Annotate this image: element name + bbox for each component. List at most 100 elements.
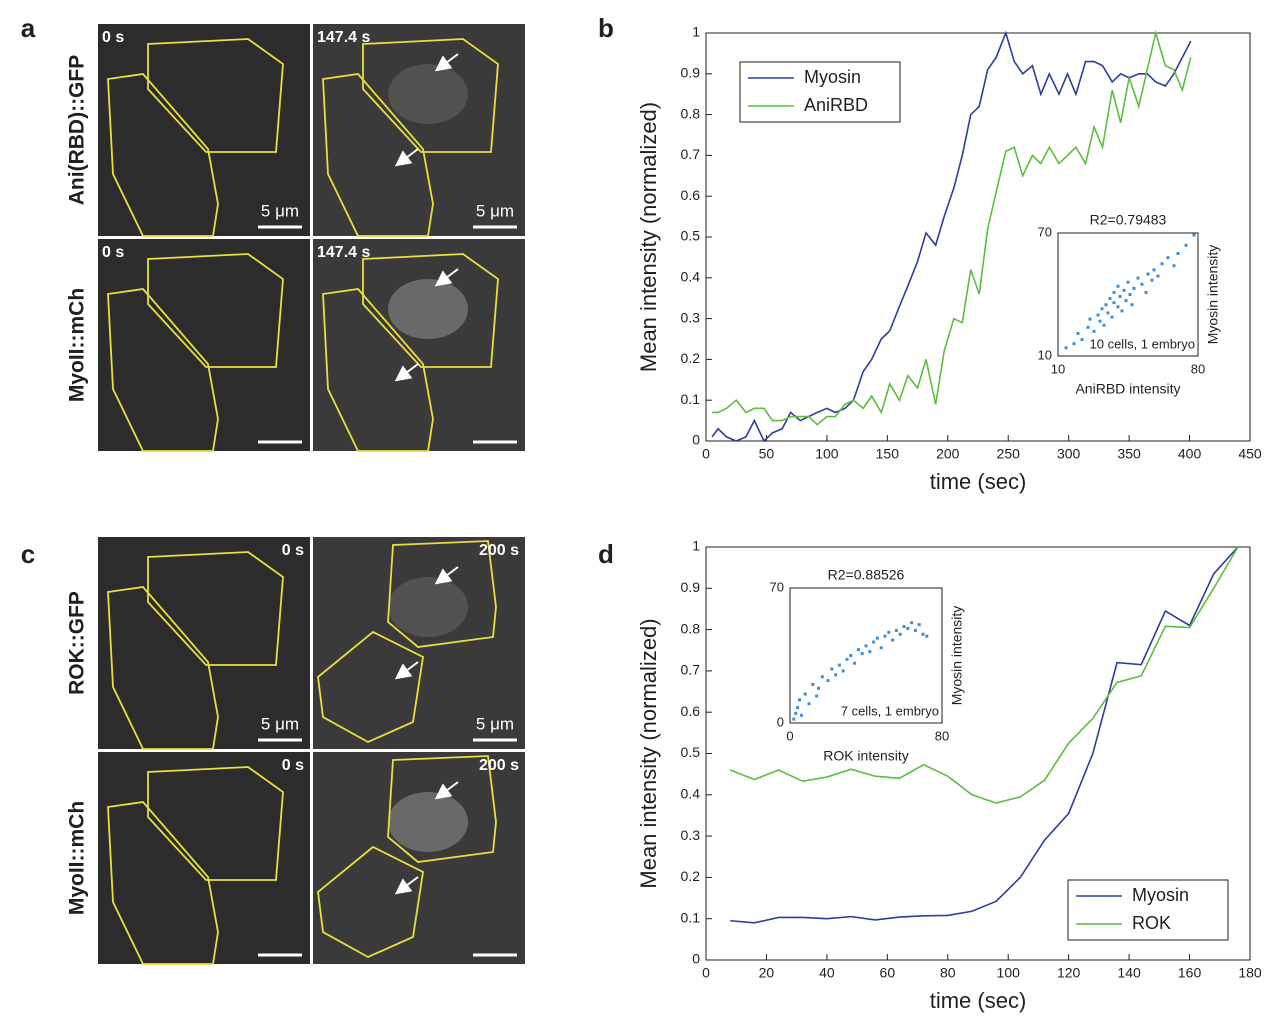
point bbox=[1112, 290, 1116, 294]
x-tick-label: 140 bbox=[1117, 965, 1141, 981]
cell-outline bbox=[147, 38, 284, 153]
x-tick-label: 350 bbox=[1117, 446, 1141, 462]
micrograph bbox=[98, 537, 310, 749]
point bbox=[1144, 290, 1148, 294]
cell-outline bbox=[107, 288, 219, 452]
y-tick-label: 0.3 bbox=[681, 309, 701, 325]
cell-outline bbox=[107, 801, 219, 965]
inset-title: R2=0.79483 bbox=[1090, 212, 1167, 228]
point bbox=[1136, 276, 1140, 280]
point bbox=[1156, 274, 1160, 278]
point bbox=[1108, 297, 1112, 301]
micrograph bbox=[313, 752, 525, 964]
inset-title: R2=0.88526 bbox=[828, 567, 905, 583]
point bbox=[1130, 303, 1134, 307]
point bbox=[807, 702, 811, 706]
arrow bbox=[394, 661, 419, 680]
x-tick-label: 20 bbox=[759, 965, 775, 981]
plot-frame bbox=[789, 587, 943, 724]
point bbox=[1072, 342, 1076, 346]
x-tick-label: 10 bbox=[1051, 361, 1065, 376]
scale-label: 5 μm bbox=[476, 714, 514, 733]
point bbox=[1086, 325, 1090, 329]
cell-outline bbox=[107, 73, 219, 237]
point bbox=[798, 698, 801, 702]
point bbox=[1122, 288, 1126, 292]
cell-outline bbox=[147, 766, 284, 881]
cell-outline bbox=[362, 38, 499, 153]
point bbox=[1132, 286, 1136, 290]
x-tick-label: 100 bbox=[997, 965, 1021, 981]
x-axis-label: AniRBD intensity bbox=[1075, 381, 1180, 397]
y-tick-label: 0.9 bbox=[681, 579, 701, 595]
point bbox=[1102, 323, 1106, 327]
point bbox=[1088, 317, 1092, 321]
point bbox=[1110, 315, 1114, 319]
annotation: 10 cells, 1 embryo bbox=[1090, 336, 1196, 351]
arrow bbox=[434, 781, 459, 800]
point bbox=[891, 638, 895, 642]
point bbox=[1128, 293, 1132, 296]
x-tick-label: 120 bbox=[1057, 965, 1081, 981]
cell-outline bbox=[362, 253, 499, 368]
row-label: Ani(RBD)::GFP bbox=[66, 55, 89, 205]
point bbox=[902, 625, 906, 629]
point bbox=[841, 669, 845, 673]
arrow bbox=[434, 566, 459, 585]
x-tick-label: 80 bbox=[1191, 361, 1205, 376]
signal bbox=[388, 64, 468, 124]
y-axis-label: Myosin intensity bbox=[1205, 245, 1221, 345]
y-tick-label: 0.1 bbox=[681, 391, 701, 407]
time-label: 147.4 s bbox=[317, 29, 370, 46]
cell-outline bbox=[147, 551, 284, 666]
cell-outline bbox=[387, 755, 497, 863]
point bbox=[1176, 252, 1180, 255]
x-tick-label: 400 bbox=[1178, 446, 1202, 462]
point bbox=[1098, 319, 1102, 323]
point bbox=[820, 675, 824, 679]
point bbox=[1076, 331, 1080, 335]
point bbox=[868, 650, 872, 654]
panel-label: a bbox=[21, 13, 36, 43]
arrow bbox=[394, 876, 419, 895]
legend-label: Myosin bbox=[1132, 885, 1189, 905]
y-tick-label: 0.3 bbox=[681, 827, 701, 843]
arrow bbox=[394, 148, 419, 167]
point bbox=[1100, 307, 1104, 311]
point bbox=[906, 627, 910, 630]
point bbox=[1106, 311, 1110, 315]
cell-outlines bbox=[107, 551, 284, 750]
point bbox=[879, 646, 883, 650]
signal bbox=[388, 577, 468, 637]
cell-outlines bbox=[107, 38, 284, 237]
point bbox=[834, 673, 838, 677]
line bbox=[711, 30, 1192, 443]
x-tick-label: 40 bbox=[819, 965, 835, 981]
point bbox=[1116, 284, 1120, 288]
legend-label: AniRBD bbox=[804, 95, 868, 115]
scale-label: 5 μm bbox=[261, 714, 299, 733]
point bbox=[910, 621, 914, 625]
row-label: MyoII::mCh bbox=[66, 288, 89, 402]
x-tick-label: 0 bbox=[786, 728, 793, 743]
point bbox=[1172, 264, 1176, 268]
x-axis-label: ROK intensity bbox=[823, 748, 909, 764]
point bbox=[856, 648, 860, 652]
point bbox=[1120, 309, 1124, 313]
y-tick-label: 0.7 bbox=[681, 146, 701, 162]
point bbox=[811, 682, 815, 686]
signal bbox=[388, 792, 468, 852]
y-tick-label: 0.4 bbox=[681, 269, 701, 285]
cell-outline bbox=[322, 288, 434, 452]
y-tick-label: 0.2 bbox=[681, 868, 701, 884]
micrograph bbox=[313, 239, 525, 451]
time-label: 0 s bbox=[102, 29, 124, 46]
panel-label: d bbox=[598, 539, 614, 569]
x-tick-label: 200 bbox=[936, 446, 960, 462]
point bbox=[864, 644, 868, 648]
cell-outline bbox=[387, 540, 497, 648]
x-tick-label: 160 bbox=[1178, 965, 1202, 981]
point bbox=[872, 640, 876, 644]
micrograph bbox=[98, 239, 310, 451]
y-tick-label: 0.5 bbox=[681, 228, 701, 244]
